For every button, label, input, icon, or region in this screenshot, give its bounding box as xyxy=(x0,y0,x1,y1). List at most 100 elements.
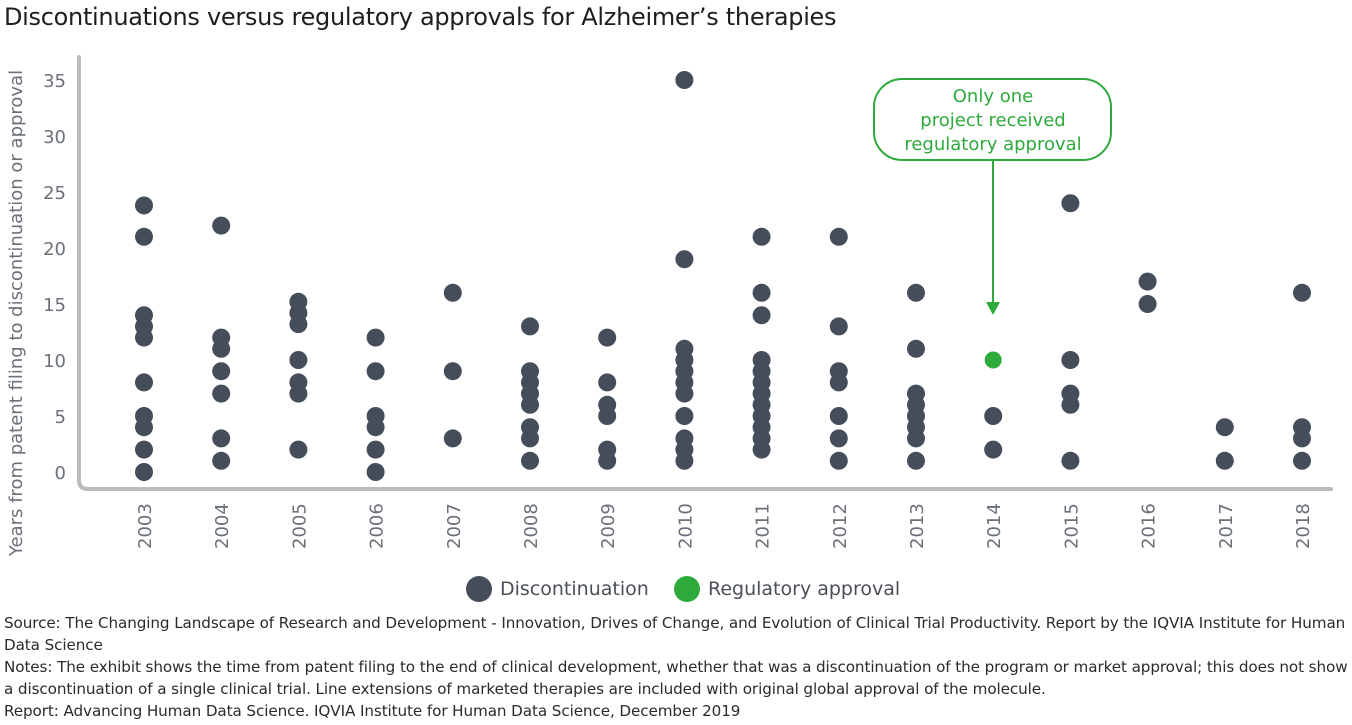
discontinuation-point xyxy=(135,196,153,215)
discontinuation-point xyxy=(521,418,539,437)
discontinuation-point xyxy=(366,407,385,425)
x-tick-label: 2014 xyxy=(984,503,1005,549)
discontinuation-point xyxy=(907,283,925,302)
y-ticks: 0 5 10 15 20 25 30 35 xyxy=(43,71,66,484)
discontinuation-point xyxy=(829,429,848,448)
discontinuation-point xyxy=(907,384,925,403)
discontinuation-point xyxy=(135,440,153,459)
discontinuation-point xyxy=(1215,418,1234,437)
y-tick-label: 5 xyxy=(55,407,66,428)
discontinuation-point xyxy=(212,384,231,403)
discontinuation-point xyxy=(752,227,771,246)
x-ticks: 2003 2004 2005 2006 2007 2008 2009 2010 2011 2012… xyxy=(135,503,1314,549)
footnotes: Source: The Changing Landscape of Resear… xyxy=(4,612,1349,722)
y-tick-label: 10 xyxy=(43,351,66,372)
discontinuation-point xyxy=(829,451,848,470)
y-tick-label: 35 xyxy=(43,71,66,92)
discontinuation-point xyxy=(289,440,308,459)
legend-dot-approval xyxy=(674,576,700,602)
discontinuation-point xyxy=(1061,451,1080,470)
discontinuation-point xyxy=(366,440,385,459)
discontinuation-point xyxy=(598,440,617,459)
discontinuation-point xyxy=(135,306,153,325)
discontinuation-point xyxy=(212,328,231,347)
x-tick-label: 2015 xyxy=(1061,503,1082,549)
discontinuation-point xyxy=(675,250,694,269)
legend-label-discontinuation: Discontinuation xyxy=(500,578,649,600)
axis-lines xyxy=(77,55,1333,491)
discontinuation-point xyxy=(829,317,848,336)
y-tick-label: 15 xyxy=(43,295,66,316)
report-note: Report: Advancing Human Data Science. IQ… xyxy=(4,702,741,720)
discontinuation-point xyxy=(675,339,694,358)
discontinuation-point xyxy=(984,440,1003,459)
discontinuation-point xyxy=(1293,283,1311,302)
discontinuation-point xyxy=(1061,194,1080,213)
x-tick-label: 2012 xyxy=(830,503,851,549)
legend: Discontinuation Regulatory approval xyxy=(0,574,1352,604)
discontinuation-point xyxy=(212,429,231,448)
discontinuation-point xyxy=(752,283,771,302)
discontinuation-point xyxy=(212,362,231,381)
data-points xyxy=(135,71,1311,481)
x-tick-label: 2006 xyxy=(367,503,388,549)
discontinuation-point xyxy=(752,306,771,325)
annotation-line-2: project received xyxy=(920,110,1065,131)
annotation-line-3: regulatory approval xyxy=(904,134,1081,155)
discontinuation-point xyxy=(907,451,925,470)
discontinuation-point xyxy=(521,362,539,381)
approval-annotation: Only one project received regulatory app… xyxy=(873,78,1112,315)
discontinuation-point xyxy=(829,227,848,246)
legend-dot-discontinuation xyxy=(466,576,492,602)
discontinuation-point xyxy=(135,463,153,481)
discontinuation-point xyxy=(752,351,771,369)
discontinuation-point xyxy=(1061,351,1080,369)
discontinuation-point xyxy=(212,216,231,235)
discontinuation-point xyxy=(1215,451,1234,470)
annotation-line-1: Only one xyxy=(953,86,1033,107)
x-tick-label: 2008 xyxy=(521,503,542,549)
discontinuation-point xyxy=(675,429,694,448)
discontinuation-point xyxy=(829,362,848,381)
discontinuation-point xyxy=(135,407,153,425)
y-tick-label: 30 xyxy=(43,127,66,148)
discontinuation-point xyxy=(366,328,385,347)
discontinuation-point xyxy=(135,227,153,246)
discontinuation-point xyxy=(984,407,1003,425)
annotation-arrow-head xyxy=(986,302,1000,315)
x-tick-label: 2005 xyxy=(289,503,310,549)
discontinuation-point xyxy=(598,373,617,392)
y-axis-label: Years from patent filing to discontinuat… xyxy=(6,70,27,557)
y-tick-label: 25 xyxy=(43,183,66,204)
discontinuation-point xyxy=(366,463,385,481)
notes-text: Notes: The exhibit shows the time from p… xyxy=(4,658,1348,698)
discontinuation-point xyxy=(1138,272,1157,291)
legend-label-approval: Regulatory approval xyxy=(708,578,901,600)
discontinuation-point xyxy=(289,351,308,369)
discontinuation-point xyxy=(212,451,231,470)
discontinuation-point xyxy=(366,362,385,381)
discontinuation-point xyxy=(521,451,539,470)
x-tick-label: 2018 xyxy=(1293,503,1314,549)
scatter-chart: Years from patent filing to discontinuat… xyxy=(6,55,1333,557)
y-tick-label: 20 xyxy=(43,239,66,260)
discontinuation-point xyxy=(443,283,462,302)
discontinuation-point xyxy=(443,362,462,381)
discontinuation-point xyxy=(521,317,539,336)
discontinuation-point xyxy=(443,429,462,448)
discontinuation-point xyxy=(829,407,848,425)
chart-title: Discontinuations versus regulatory appro… xyxy=(4,3,837,31)
x-tick-label: 2007 xyxy=(444,503,465,549)
discontinuation-point xyxy=(135,373,153,392)
discontinuation-point xyxy=(1293,451,1311,470)
x-tick-label: 2009 xyxy=(598,503,619,549)
x-tick-label: 2003 xyxy=(135,503,156,549)
x-tick-label: 2017 xyxy=(1216,503,1237,549)
source-note: Source: The Changing Landscape of Resear… xyxy=(4,614,1346,654)
discontinuation-point xyxy=(289,373,308,392)
discontinuation-point xyxy=(675,407,694,425)
discontinuation-point xyxy=(1293,418,1311,437)
discontinuation-point xyxy=(907,339,925,358)
x-tick-label: 2011 xyxy=(753,503,774,549)
discontinuation-point xyxy=(675,71,694,89)
